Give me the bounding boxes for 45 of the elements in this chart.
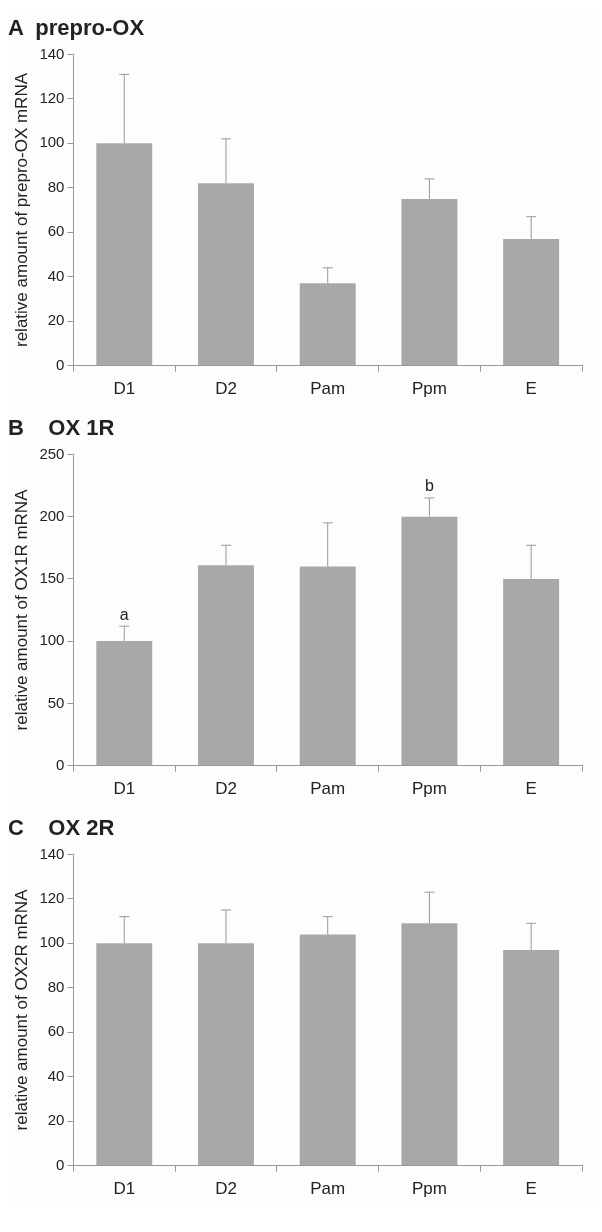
y-tick-label: 250 xyxy=(39,444,65,462)
x-tick-label: Ppm xyxy=(411,779,447,799)
x-tick-label: E xyxy=(525,779,537,799)
y-tick-label: 100 xyxy=(39,631,65,649)
x-tick-label: D2 xyxy=(215,1179,237,1199)
y-tick-label: 120 xyxy=(39,89,65,106)
y-tick-label: 20 xyxy=(47,311,65,329)
y-tick-label: 60 xyxy=(47,222,65,240)
y-tick-label: 100 xyxy=(39,133,65,151)
y-tick-label: 40 xyxy=(47,1066,65,1084)
y-tick-label: 100 xyxy=(39,933,65,951)
x-tick-label: D1 xyxy=(113,379,136,399)
x-tick-label: D1 xyxy=(113,1179,136,1199)
x-tick-label: E xyxy=(525,1179,537,1199)
y-axis-title: relative amount of OX1R mRNA xyxy=(11,488,31,731)
x-tick-label: Pam xyxy=(310,1179,346,1199)
x-tick-label: D2 xyxy=(215,379,237,399)
y-tick-label: 0 xyxy=(56,1155,65,1173)
x-tick-label: Pam xyxy=(310,379,346,399)
y-tick-label: 0 xyxy=(56,755,65,773)
y-axis-title: relative amount of OX2R mRNA xyxy=(11,888,31,1131)
y-tick-label: 140 xyxy=(39,44,65,62)
annotation: b xyxy=(424,477,434,495)
y-tick-label: 0 xyxy=(56,355,65,373)
y-tick-label: 140 xyxy=(39,844,65,862)
x-tick-label: D2 xyxy=(215,779,237,799)
y-tick-label: 120 xyxy=(39,889,65,906)
y-tick-label: 80 xyxy=(47,177,65,195)
x-tick-label: Ppm xyxy=(411,1179,447,1199)
chart-title: C OX 2R xyxy=(8,815,115,841)
x-tick-label: D1 xyxy=(113,779,136,799)
y-tick-label: 40 xyxy=(47,266,65,284)
y-tick-label: 200 xyxy=(39,506,65,524)
annotation: a xyxy=(119,605,129,623)
y-axis-title: relative amount of prepro-OX mRNA xyxy=(11,72,31,347)
y-tick-label: 50 xyxy=(47,693,65,711)
chart-title: B OX 1R xyxy=(8,415,115,441)
x-tick-label: E xyxy=(525,379,537,399)
x-tick-label: Ppm xyxy=(411,379,447,399)
y-tick-label: 60 xyxy=(47,1022,65,1040)
y-tick-label: 80 xyxy=(47,977,65,995)
y-tick-label: 20 xyxy=(47,1111,65,1129)
x-tick-label: Pam xyxy=(310,779,346,799)
chart-title: A prepro-OX xyxy=(8,15,145,41)
y-tick-label: 150 xyxy=(39,569,65,587)
